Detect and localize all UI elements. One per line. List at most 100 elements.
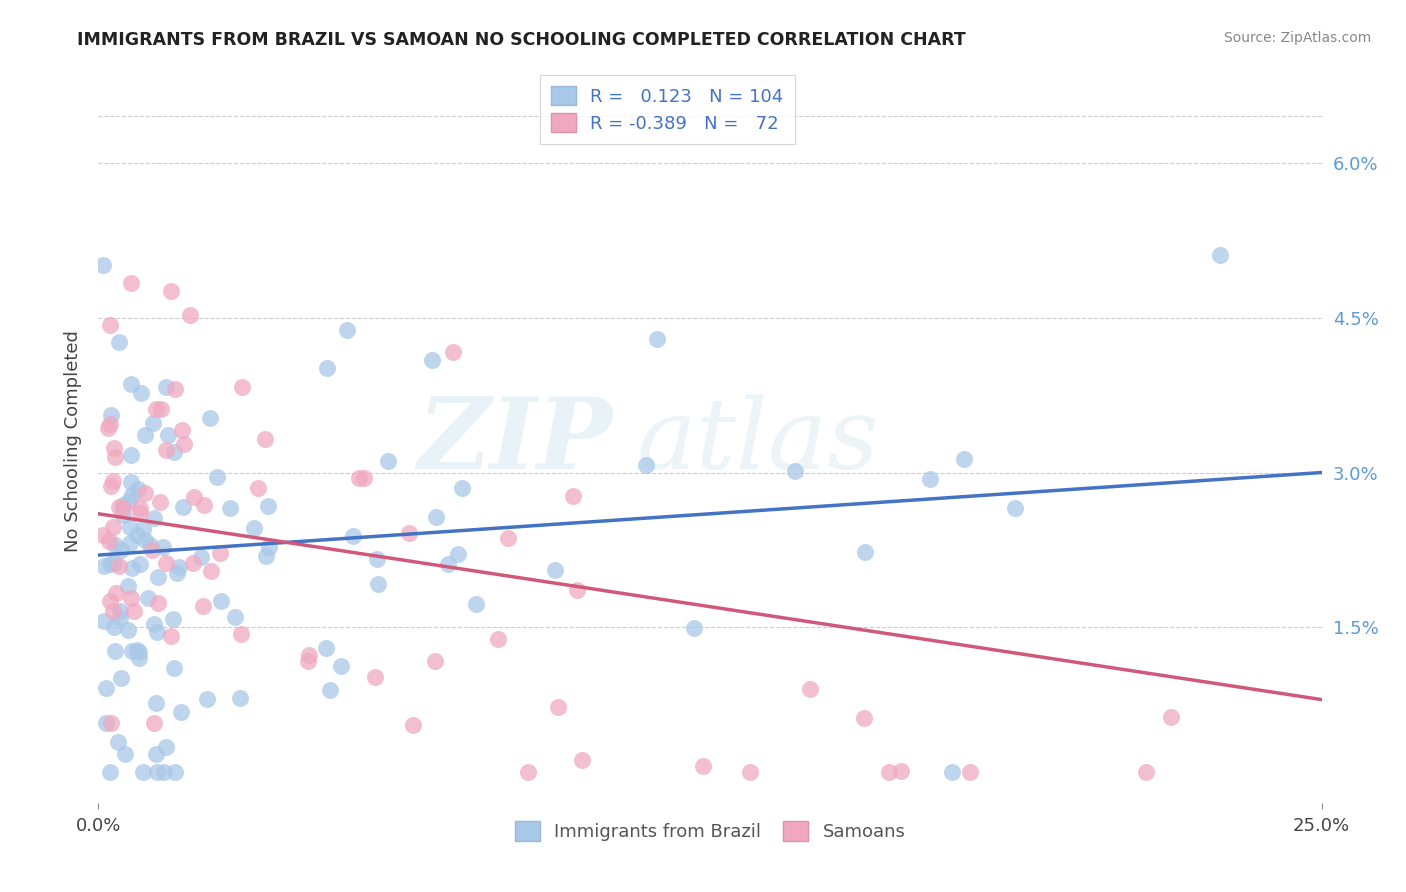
Point xyxy=(315,641,337,656)
Point xyxy=(146,625,169,640)
Point xyxy=(200,564,222,578)
Point xyxy=(143,616,166,631)
Point xyxy=(173,437,195,451)
Point xyxy=(364,670,387,684)
Point xyxy=(565,582,588,597)
Point xyxy=(150,401,173,416)
Point xyxy=(101,520,124,534)
Point xyxy=(218,500,240,515)
Point xyxy=(129,557,152,571)
Point xyxy=(516,764,538,779)
Point xyxy=(118,493,141,508)
Point xyxy=(141,542,163,557)
Point xyxy=(112,500,135,515)
Point xyxy=(132,522,155,536)
Point xyxy=(179,309,201,323)
Point xyxy=(100,408,122,422)
Point xyxy=(165,764,187,779)
Point xyxy=(316,360,339,375)
Point xyxy=(190,550,212,565)
Y-axis label: No Schooling Completed: No Schooling Completed xyxy=(65,331,83,552)
Point xyxy=(157,428,180,442)
Point xyxy=(127,643,149,657)
Point xyxy=(253,432,276,446)
Point xyxy=(110,542,132,557)
Point xyxy=(117,624,139,638)
Point xyxy=(145,402,167,417)
Point xyxy=(231,380,253,394)
Point xyxy=(93,614,115,628)
Point xyxy=(98,534,121,549)
Point xyxy=(93,558,115,573)
Point xyxy=(496,531,519,545)
Point xyxy=(121,561,143,575)
Point xyxy=(108,334,131,349)
Point xyxy=(436,558,458,572)
Point xyxy=(163,382,186,396)
Point xyxy=(112,498,135,512)
Point xyxy=(229,691,252,706)
Point xyxy=(547,699,569,714)
Point xyxy=(120,519,142,533)
Point xyxy=(101,604,124,618)
Point xyxy=(129,500,152,515)
Point xyxy=(152,540,174,554)
Point xyxy=(145,696,167,710)
Point xyxy=(799,681,821,696)
Point xyxy=(155,740,177,755)
Point xyxy=(167,559,190,574)
Point xyxy=(120,376,142,391)
Point xyxy=(486,632,509,647)
Point xyxy=(128,645,150,659)
Point xyxy=(121,644,143,658)
Point xyxy=(231,627,253,641)
Point xyxy=(447,548,470,562)
Point xyxy=(153,764,176,779)
Point xyxy=(94,681,117,696)
Point xyxy=(134,428,156,442)
Point xyxy=(108,558,131,573)
Point xyxy=(134,485,156,500)
Point xyxy=(103,442,125,456)
Point xyxy=(319,683,342,698)
Point xyxy=(103,619,125,633)
Point xyxy=(377,454,399,468)
Point xyxy=(129,506,152,520)
Point xyxy=(1004,501,1026,516)
Point xyxy=(347,471,370,485)
Point xyxy=(224,610,246,624)
Point xyxy=(890,764,912,778)
Point xyxy=(107,734,129,748)
Point xyxy=(191,599,214,613)
Point xyxy=(125,528,148,542)
Point xyxy=(108,500,131,515)
Point xyxy=(120,448,142,462)
Point xyxy=(1160,710,1182,724)
Point xyxy=(297,654,319,668)
Point xyxy=(1208,248,1230,262)
Point xyxy=(91,528,114,542)
Point xyxy=(142,416,165,430)
Point xyxy=(155,556,177,570)
Point xyxy=(342,529,364,543)
Point xyxy=(139,538,162,552)
Point xyxy=(118,536,141,550)
Point xyxy=(163,444,186,458)
Point xyxy=(195,692,218,706)
Point xyxy=(91,258,114,272)
Legend: Immigrants from Brazil, Samoans: Immigrants from Brazil, Samoans xyxy=(508,814,912,848)
Point xyxy=(112,508,135,522)
Point xyxy=(146,764,169,779)
Point xyxy=(193,498,215,512)
Point xyxy=(145,747,167,762)
Point xyxy=(110,611,132,625)
Point xyxy=(398,526,420,541)
Point xyxy=(738,764,761,779)
Point xyxy=(98,557,121,571)
Point xyxy=(172,500,194,515)
Point xyxy=(166,566,188,580)
Point xyxy=(104,450,127,464)
Point xyxy=(183,490,205,504)
Text: atlas: atlas xyxy=(637,394,879,489)
Point xyxy=(104,538,127,552)
